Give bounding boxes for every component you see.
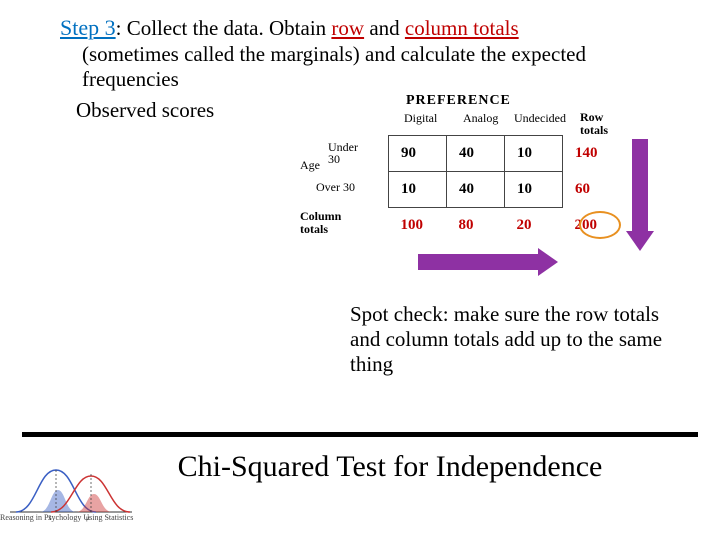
row-label-under30: Under 30 <box>328 141 364 165</box>
horizontal-rule <box>22 432 698 437</box>
cell-r1c2: 40 <box>447 136 505 172</box>
contingency-table: PREFERENCE Digital Analog Undecided Row … <box>300 93 695 285</box>
cell-r2c2: 40 <box>447 172 505 208</box>
row-word: row <box>331 16 364 40</box>
figure-caption: Reasoning in Psychology Using Statistics <box>0 513 160 522</box>
step-subtext: (sometimes called the marginals) and cal… <box>0 42 720 92</box>
cell-r1c3: 10 <box>505 136 563 172</box>
table-row: 10 40 10 60 <box>389 172 621 208</box>
cell-c3t: 20 <box>505 208 563 244</box>
arrow-down-icon <box>626 139 654 251</box>
row-label-over30: Over 30 <box>316 180 355 195</box>
col-header-undec: Undecided <box>514 111 566 126</box>
table-title: PREFERENCE <box>406 93 511 109</box>
col-totals-header: Column totals <box>300 210 350 235</box>
cell-r2t: 60 <box>563 172 621 208</box>
grand-total-circle <box>579 211 621 239</box>
cell-r1t: 140 <box>563 136 621 172</box>
column-word: column totals <box>405 16 519 40</box>
col-header-analog: Analog <box>463 111 498 126</box>
row-totals-header: Row totals <box>580 111 620 136</box>
and-word: and <box>364 16 405 40</box>
spot-check-text: Spot check: make sure the row totals and… <box>350 302 680 376</box>
col-header-digital: Digital <box>404 111 437 126</box>
step-text-1: : Collect the data. Obtain <box>116 16 332 40</box>
cell-r2c1: 10 <box>389 172 447 208</box>
step-heading: Step 3: Collect the data. Obtain row and… <box>0 14 720 42</box>
row-group-label: Age <box>300 158 320 173</box>
table-row: 90 40 10 140 <box>389 136 621 172</box>
cell-r1c1: 90 <box>389 136 447 172</box>
cell-r2c3: 10 <box>505 172 563 208</box>
cell-c2t: 80 <box>447 208 505 244</box>
arrow-right-icon <box>418 248 558 276</box>
step-label: Step 3 <box>60 15 116 40</box>
cell-c1t: 100 <box>389 208 447 244</box>
